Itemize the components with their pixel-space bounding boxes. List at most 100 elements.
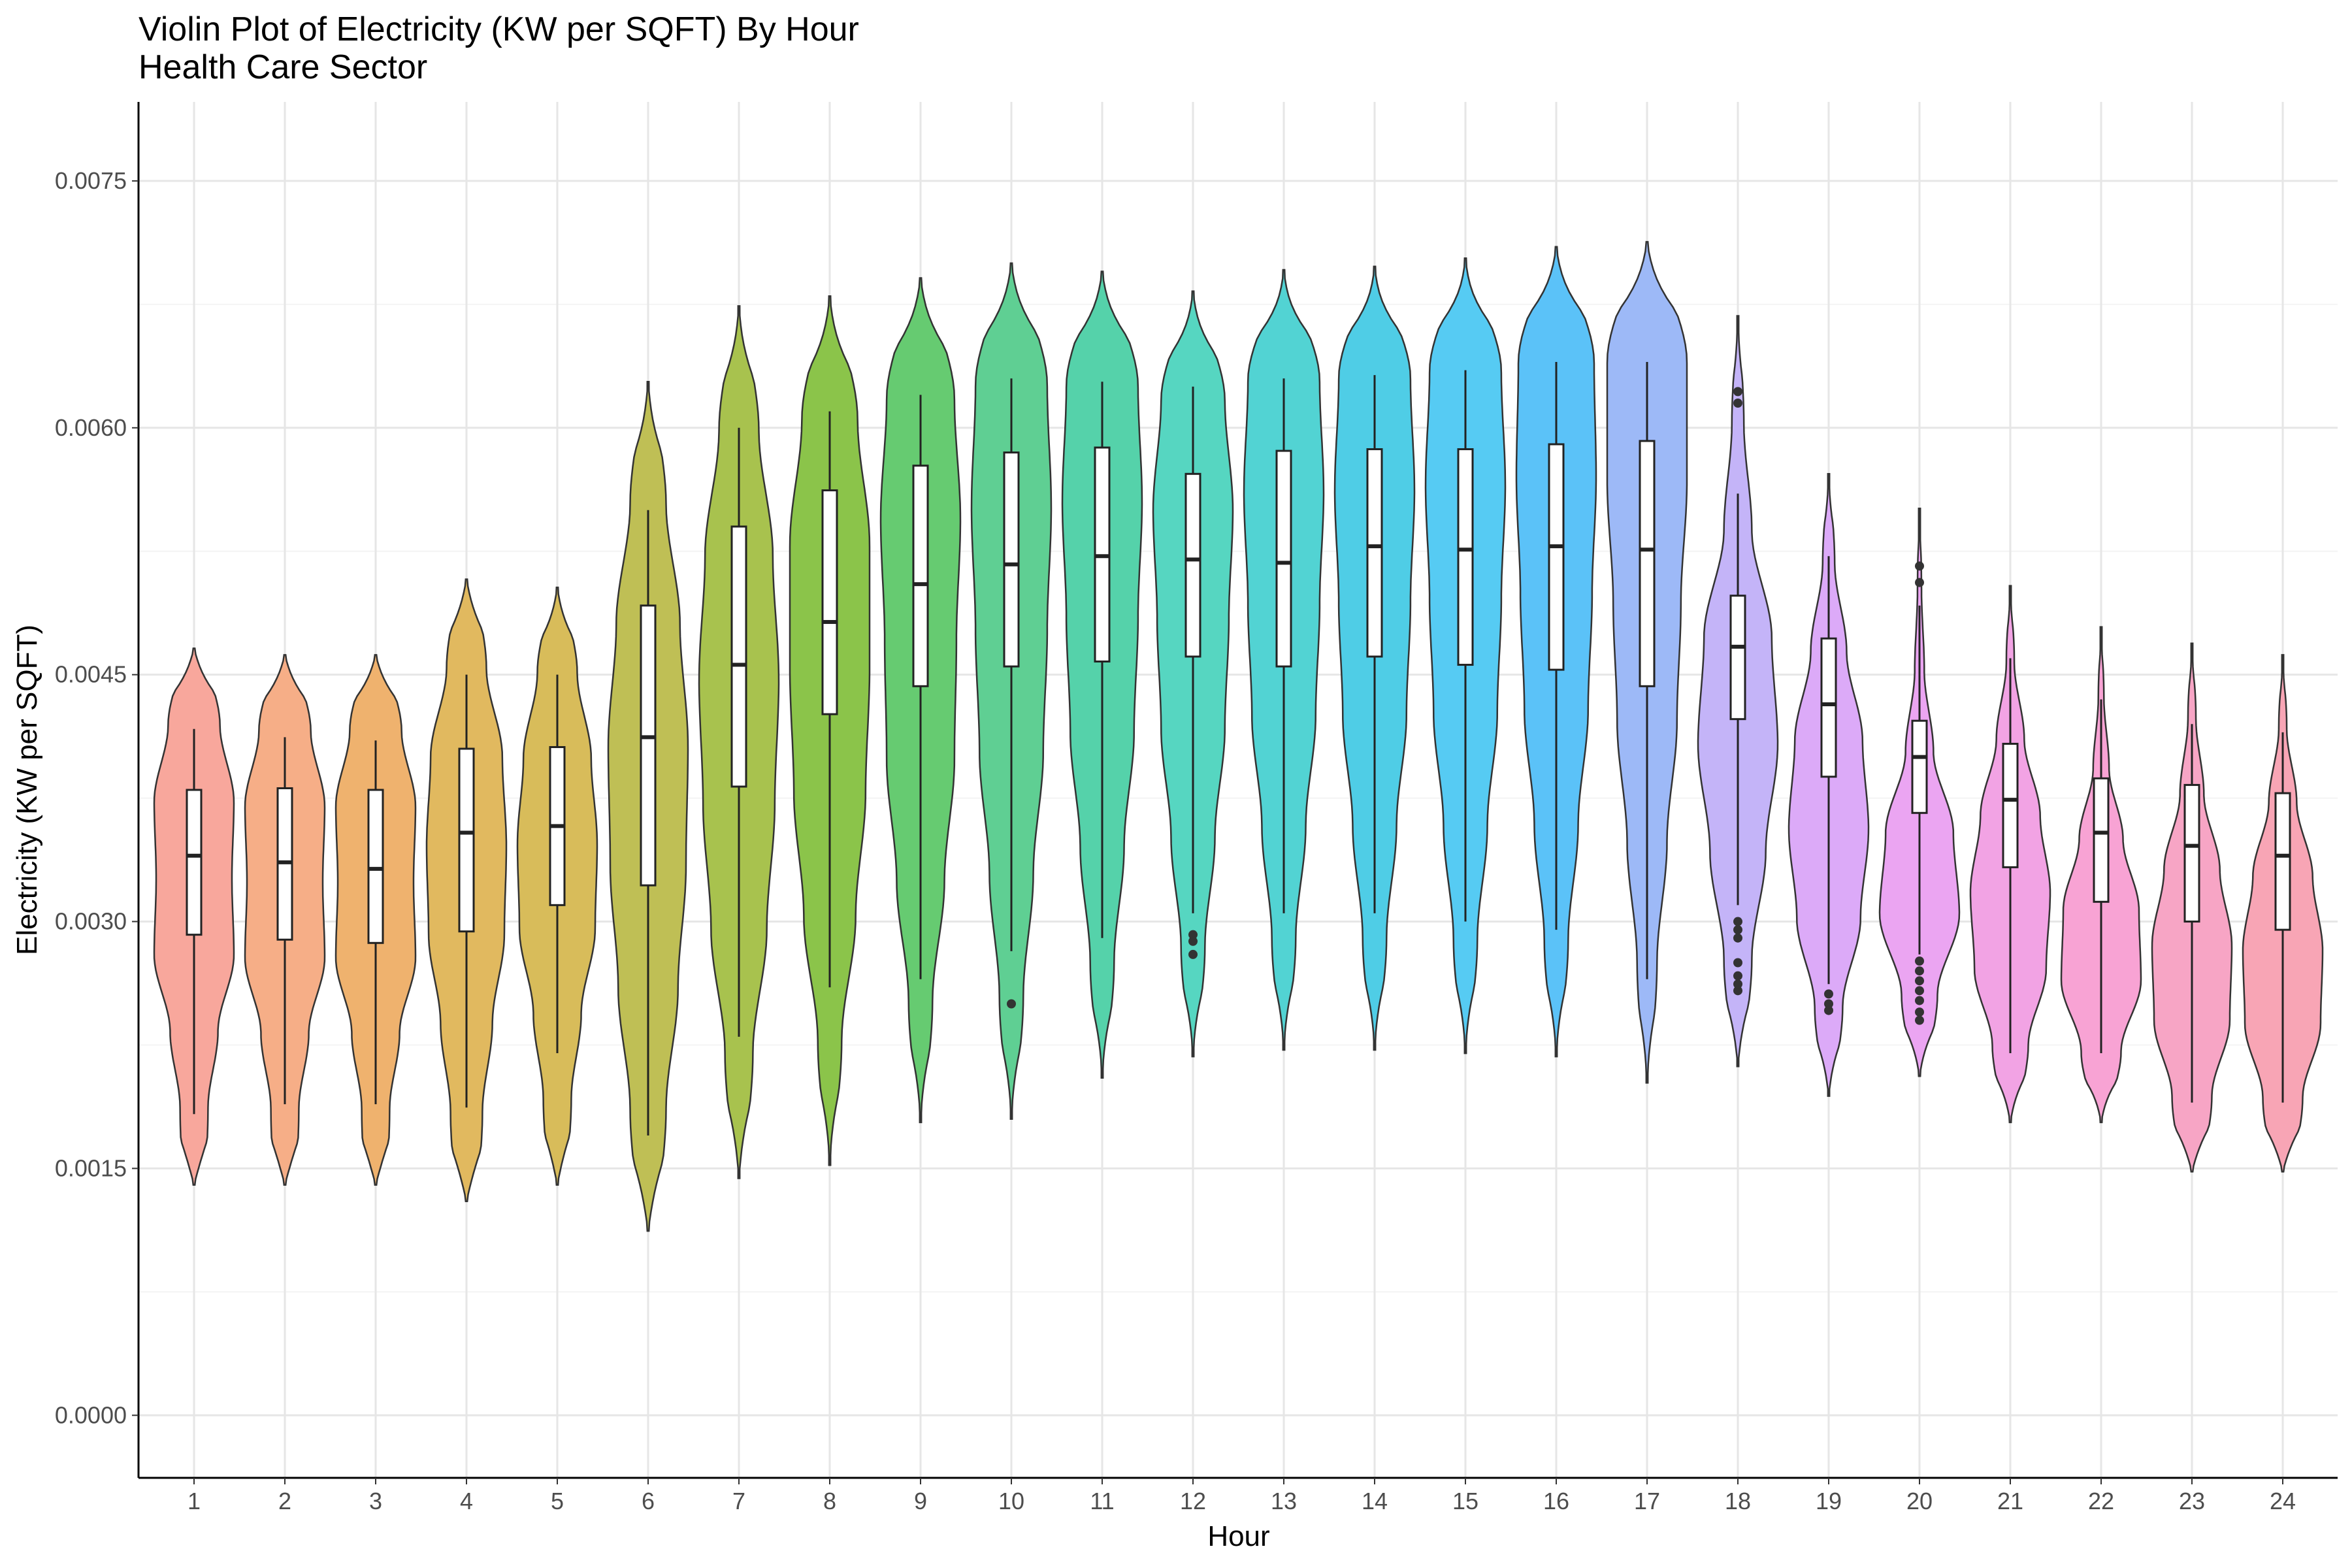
- outlier-point: [1733, 933, 1742, 943]
- outlier-point: [1915, 976, 1924, 986]
- x-tick-label: 18: [1725, 1488, 1751, 1514]
- x-tick-label: 8: [823, 1488, 836, 1514]
- y-tick-label: 0.0075: [55, 167, 127, 194]
- box-iqr: [458, 747, 475, 933]
- outlier-point: [1733, 979, 1742, 989]
- x-tick-label: 16: [1543, 1488, 1569, 1514]
- box-iqr: [1729, 595, 1746, 721]
- x-tick-label: 11: [1090, 1488, 1114, 1514]
- violin-hour-10: [970, 262, 1053, 1120]
- violin-hour-2: [244, 654, 326, 1186]
- x-tick-label: 7: [732, 1488, 745, 1514]
- violin-hour-17: [1606, 240, 1688, 1084]
- box-iqr: [1457, 448, 1474, 666]
- outlier-point: [1824, 999, 1833, 1009]
- outlier-point: [1733, 917, 1742, 926]
- violin-hour-12: [1152, 290, 1234, 1058]
- box-iqr: [1275, 449, 1292, 668]
- violin-hour-24: [2242, 654, 2324, 1173]
- box-iqr: [821, 489, 838, 715]
- violin-hour-21: [1969, 585, 2051, 1124]
- x-tick-label: 6: [642, 1488, 655, 1514]
- x-tick-label: 17: [1634, 1488, 1660, 1514]
- x-axis-ticks: 1 2 3 4 5 6 7 8 9 10 11 12 13 14 15 16 17 18 19 20 21 22 23 24: [188, 1478, 2296, 1514]
- x-tick-label: 1: [188, 1488, 201, 1514]
- violin-hour-18: [1697, 315, 1779, 1068]
- violins: [153, 240, 2324, 1232]
- outlier-point: [1915, 986, 1924, 996]
- outlier-point: [1007, 999, 1016, 1009]
- violin-hour-3: [335, 654, 417, 1186]
- outlier-point: [1733, 399, 1742, 408]
- violin-hour-14: [1333, 265, 1416, 1051]
- y-tick-label: 0.0060: [55, 414, 127, 441]
- x-tick-label: 15: [1452, 1488, 1478, 1514]
- y-axis-title: Electricity (KW per SQFT): [11, 625, 43, 955]
- x-tick-label: 10: [998, 1488, 1024, 1514]
- chart-title: Violin Plot of Electricity (KW per SQFT)…: [139, 10, 859, 48]
- x-tick-label: 21: [1997, 1488, 2023, 1514]
- x-tick-label: 3: [369, 1488, 382, 1514]
- box-iqr: [1639, 440, 1656, 687]
- chart-subtitle: Health Care Sector: [139, 48, 427, 86]
- violin-hour-15: [1424, 257, 1507, 1054]
- violin-hour-1: [153, 647, 235, 1186]
- violin-hour-6: [607, 381, 689, 1232]
- violin-hour-4: [425, 578, 508, 1203]
- violin-hour-13: [1243, 269, 1325, 1051]
- box-iqr: [1548, 443, 1565, 671]
- x-tick-label: 22: [2088, 1488, 2114, 1514]
- violin-hour-22: [2060, 626, 2142, 1124]
- violin-hour-9: [879, 277, 962, 1124]
- outlier-point: [1824, 989, 1833, 999]
- violin-hour-8: [789, 295, 871, 1166]
- outlier-point: [1733, 958, 1742, 968]
- box-iqr: [730, 525, 747, 788]
- x-axis-title: Hour: [1207, 1520, 1269, 1552]
- x-tick-label: 14: [1362, 1488, 1388, 1514]
- axes: [137, 102, 2338, 1479]
- outlier-point: [1188, 930, 1198, 939]
- x-tick-label: 23: [2179, 1488, 2205, 1514]
- outlier-point: [1733, 925, 1742, 935]
- x-tick-label: 19: [1816, 1488, 1842, 1514]
- y-tick-label: 0.0030: [55, 908, 127, 935]
- outlier-point: [1915, 966, 1924, 976]
- box-iqr: [2093, 777, 2110, 903]
- outlier-point: [1915, 561, 1924, 571]
- outlier-point: [1915, 956, 1924, 966]
- outlier-point: [1733, 387, 1742, 397]
- outlier-point: [1188, 936, 1198, 946]
- violin-hour-19: [1788, 473, 1870, 1097]
- box-iqr: [2274, 792, 2291, 931]
- box-iqr: [1911, 719, 1928, 814]
- outlier-point: [1915, 578, 1924, 587]
- outlier-point: [1915, 996, 1924, 1005]
- box-iqr: [2183, 783, 2200, 923]
- outlier-point: [1188, 949, 1198, 959]
- box-iqr: [640, 604, 657, 887]
- x-tick-label: 4: [460, 1488, 473, 1514]
- y-tick-label: 0.0000: [55, 1401, 127, 1428]
- violin-hour-11: [1061, 270, 1143, 1079]
- x-tick-label: 12: [1180, 1488, 1206, 1514]
- x-tick-label: 2: [278, 1488, 291, 1514]
- outlier-point: [1733, 971, 1742, 981]
- y-tick-label: 0.0045: [55, 661, 127, 688]
- outlier-point: [1733, 986, 1742, 996]
- box-iqr: [367, 789, 384, 944]
- y-axis-ticks: 0.0000 0.0015 0.0030 0.0045 0.0060 0.0075: [55, 167, 139, 1428]
- x-tick-label: 13: [1271, 1488, 1297, 1514]
- box-iqr: [186, 789, 203, 936]
- y-tick-label: 0.0015: [55, 1154, 127, 1181]
- outlier-point: [1824, 1005, 1833, 1015]
- outlier-point: [1915, 1015, 1924, 1025]
- box-iqr: [1003, 451, 1020, 668]
- box-iqr: [1820, 637, 1837, 778]
- violin-hour-7: [698, 305, 780, 1179]
- box-iqr: [2002, 742, 2019, 868]
- box-iqr: [1366, 448, 1383, 658]
- violin-hour-20: [1878, 507, 1961, 1077]
- box-iqr: [1184, 472, 1201, 658]
